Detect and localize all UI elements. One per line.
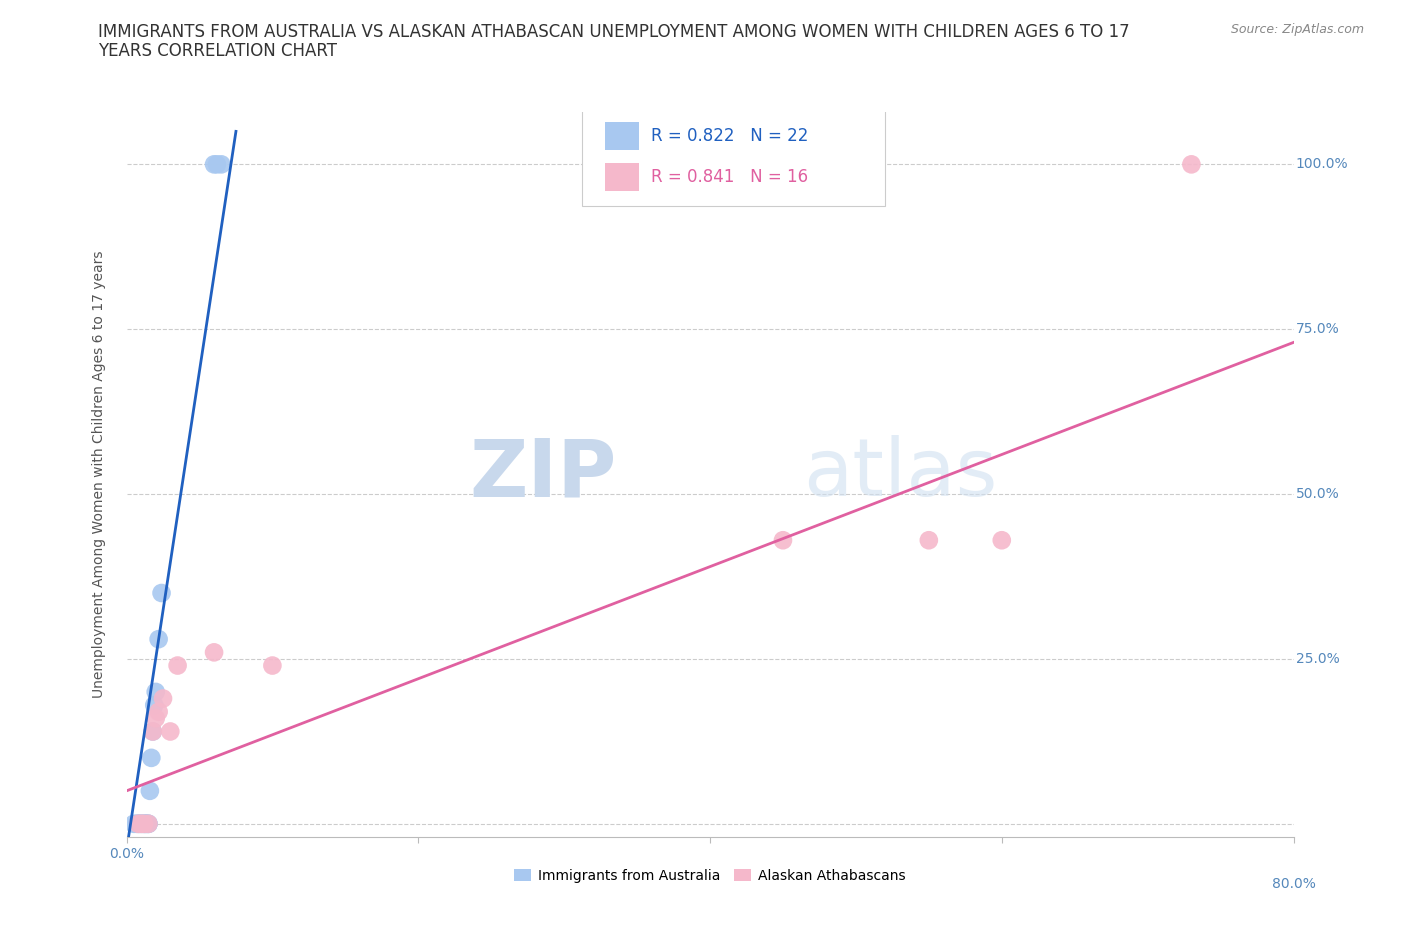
Point [262,658,284,673]
Point [138,817,160,831]
Point [145,711,167,725]
Point [159,724,181,739]
Point [131,817,153,831]
Point [134,817,156,831]
Point [152,691,174,706]
Text: 80.0%: 80.0% [1271,877,1316,891]
FancyBboxPatch shape [605,163,638,191]
Point [1180,157,1202,172]
Point [139,783,162,798]
Point [127,817,149,831]
Point [205,157,228,172]
Text: YEARS CORRELATION CHART: YEARS CORRELATION CHART [98,42,337,60]
Point [138,817,160,831]
Text: ZIP: ZIP [470,435,617,513]
Point [209,157,232,172]
Text: 50.0%: 50.0% [1296,487,1340,501]
Point [142,724,165,739]
Point [132,817,155,831]
Point [990,533,1012,548]
Point [128,817,150,831]
Point [141,751,163,765]
Point [143,698,166,712]
Point [148,631,170,646]
Text: 75.0%: 75.0% [1296,322,1340,337]
FancyBboxPatch shape [582,104,886,206]
Text: R = 0.841   N = 16: R = 0.841 N = 16 [651,168,807,186]
Point [129,817,152,831]
Point [150,586,173,601]
Y-axis label: Unemployment Among Women with Children Ages 6 to 17 years: Unemployment Among Women with Children A… [91,250,105,698]
Point [202,644,225,659]
Legend: Immigrants from Australia, Alaskan Athabascans: Immigrants from Australia, Alaskan Athab… [509,863,911,888]
Point [918,533,941,548]
Point [138,817,160,831]
Text: R = 0.822   N = 22: R = 0.822 N = 22 [651,127,808,145]
Point [122,817,145,831]
Point [136,817,159,831]
Point [772,533,794,548]
Point [202,157,225,172]
FancyBboxPatch shape [605,122,638,150]
Text: IMMIGRANTS FROM AUSTRALIA VS ALASKAN ATHABASCAN UNEMPLOYMENT AMONG WOMEN WITH CH: IMMIGRANTS FROM AUSTRALIA VS ALASKAN ATH… [98,23,1130,41]
Point [166,658,188,673]
Point [142,724,165,739]
Text: 25.0%: 25.0% [1296,652,1340,666]
Point [129,817,152,831]
Point [132,817,155,831]
Point [148,704,170,719]
Point [127,817,149,831]
Point [145,684,167,699]
Point [125,817,148,831]
Text: atlas: atlas [803,435,998,513]
Text: Source: ZipAtlas.com: Source: ZipAtlas.com [1230,23,1364,36]
Point [134,817,156,831]
Text: 100.0%: 100.0% [1296,157,1348,171]
